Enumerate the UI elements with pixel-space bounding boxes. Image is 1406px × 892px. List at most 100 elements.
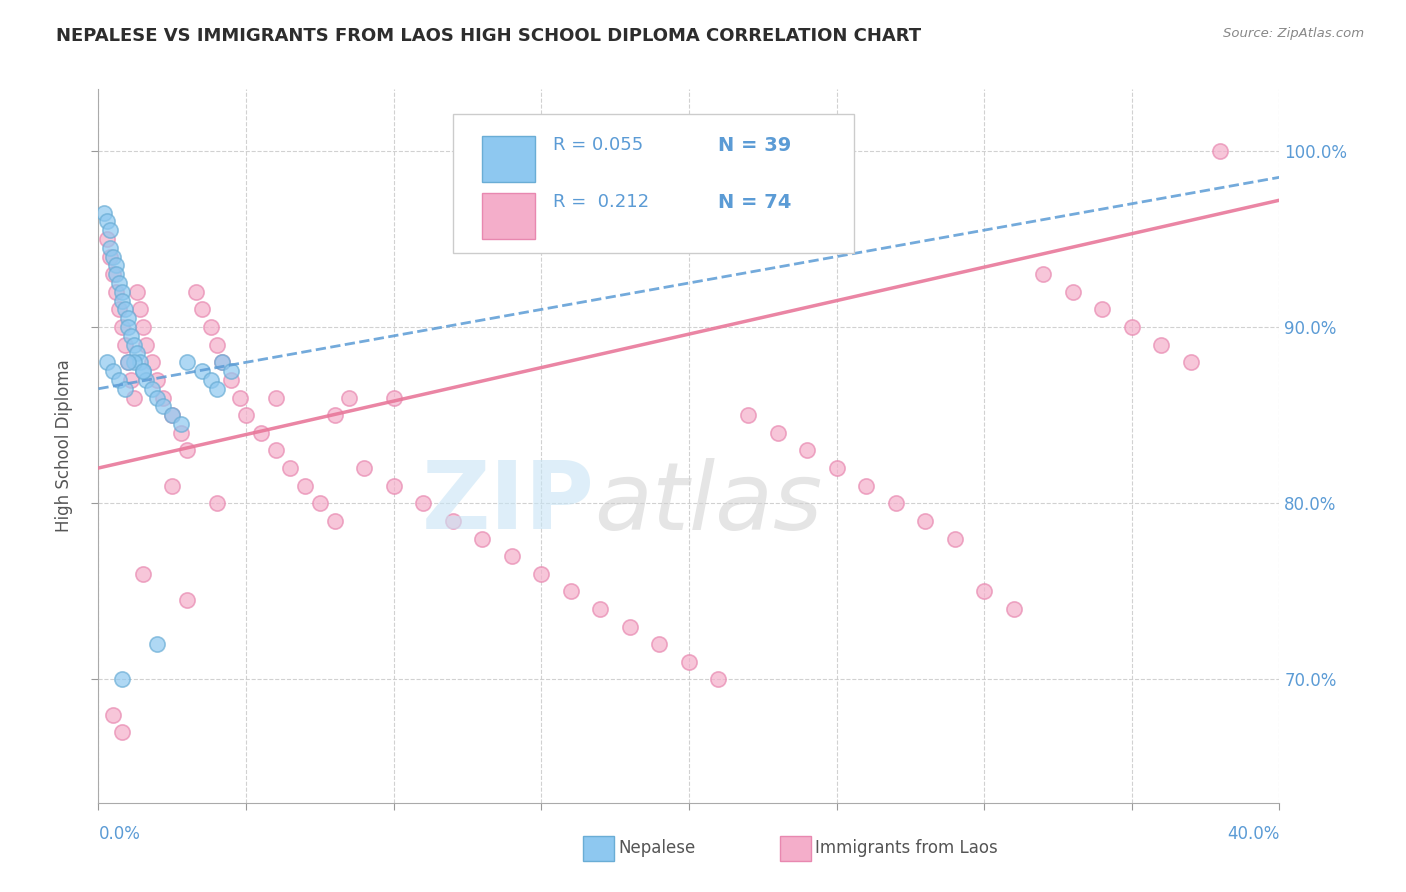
- Point: [170, 425, 193, 440]
- FancyBboxPatch shape: [453, 114, 855, 253]
- Point: [105, 259, 128, 273]
- Point: [229, 391, 252, 405]
- Point: [678, 655, 700, 669]
- Point: [122, 337, 145, 351]
- Point: [191, 364, 214, 378]
- Point: [264, 391, 287, 405]
- Point: [108, 276, 131, 290]
- Point: [98, 241, 121, 255]
- Point: [382, 478, 405, 492]
- Point: [1091, 302, 1114, 317]
- Point: [128, 302, 150, 317]
- Point: [152, 391, 174, 405]
- Point: [205, 382, 228, 396]
- Point: [135, 337, 157, 351]
- Point: [1150, 337, 1173, 351]
- Point: [855, 478, 877, 492]
- Text: N = 39: N = 39: [718, 136, 792, 154]
- Point: [191, 302, 214, 317]
- Point: [441, 514, 464, 528]
- Point: [250, 425, 273, 440]
- Point: [117, 355, 139, 369]
- Point: [96, 355, 118, 369]
- Point: [211, 355, 233, 369]
- Point: [176, 593, 198, 607]
- Point: [825, 461, 848, 475]
- Point: [973, 584, 995, 599]
- Point: [323, 408, 346, 422]
- Point: [103, 364, 125, 378]
- Point: [111, 725, 134, 739]
- Point: [884, 496, 907, 510]
- Point: [323, 514, 346, 528]
- Point: [135, 373, 157, 387]
- Point: [309, 496, 332, 510]
- Point: [141, 355, 163, 369]
- Point: [93, 205, 115, 219]
- FancyBboxPatch shape: [482, 136, 536, 182]
- Text: N = 74: N = 74: [718, 193, 792, 211]
- Point: [170, 417, 193, 431]
- Text: R =  0.212: R = 0.212: [553, 193, 650, 211]
- Point: [1180, 355, 1202, 369]
- Text: atlas: atlas: [595, 458, 823, 549]
- Point: [648, 637, 671, 651]
- Point: [103, 250, 125, 264]
- Point: [114, 337, 136, 351]
- Text: ZIP: ZIP: [422, 457, 595, 549]
- Point: [146, 373, 169, 387]
- Point: [235, 408, 257, 422]
- Point: [176, 355, 198, 369]
- Point: [501, 549, 523, 563]
- Point: [125, 346, 148, 360]
- Point: [796, 443, 818, 458]
- Point: [1002, 602, 1025, 616]
- Point: [205, 337, 228, 351]
- Point: [162, 408, 183, 422]
- Point: [146, 391, 169, 405]
- Point: [117, 320, 139, 334]
- Point: [114, 382, 136, 396]
- Point: [98, 223, 121, 237]
- Text: Nepalese: Nepalese: [619, 839, 696, 857]
- Point: [200, 320, 222, 334]
- Point: [132, 364, 155, 378]
- Point: [128, 355, 150, 369]
- Point: [96, 232, 118, 246]
- Point: [339, 391, 360, 405]
- Point: [105, 267, 128, 281]
- Point: [530, 566, 553, 581]
- Point: [184, 285, 207, 299]
- Point: [114, 302, 136, 317]
- Point: [98, 250, 121, 264]
- Point: [589, 602, 612, 616]
- Point: [412, 496, 434, 510]
- Point: [117, 355, 139, 369]
- Point: [382, 391, 405, 405]
- Y-axis label: High School Diploma: High School Diploma: [55, 359, 73, 533]
- Point: [619, 619, 641, 633]
- Text: R = 0.055: R = 0.055: [553, 136, 644, 153]
- Point: [152, 400, 174, 414]
- Point: [471, 532, 494, 546]
- Point: [120, 373, 142, 387]
- Point: [117, 311, 139, 326]
- Point: [1121, 320, 1143, 334]
- FancyBboxPatch shape: [482, 193, 536, 239]
- Point: [205, 496, 228, 510]
- Text: Source: ZipAtlas.com: Source: ZipAtlas.com: [1223, 27, 1364, 40]
- Point: [132, 566, 155, 581]
- Point: [105, 285, 128, 299]
- Point: [353, 461, 375, 475]
- Point: [1032, 267, 1054, 281]
- Point: [219, 364, 242, 378]
- Point: [737, 408, 759, 422]
- Text: 0.0%: 0.0%: [98, 825, 141, 843]
- Point: [125, 285, 148, 299]
- Point: [111, 285, 134, 299]
- Point: [707, 673, 730, 687]
- Point: [96, 214, 118, 228]
- Point: [103, 707, 125, 722]
- Point: [111, 293, 134, 308]
- Point: [278, 461, 302, 475]
